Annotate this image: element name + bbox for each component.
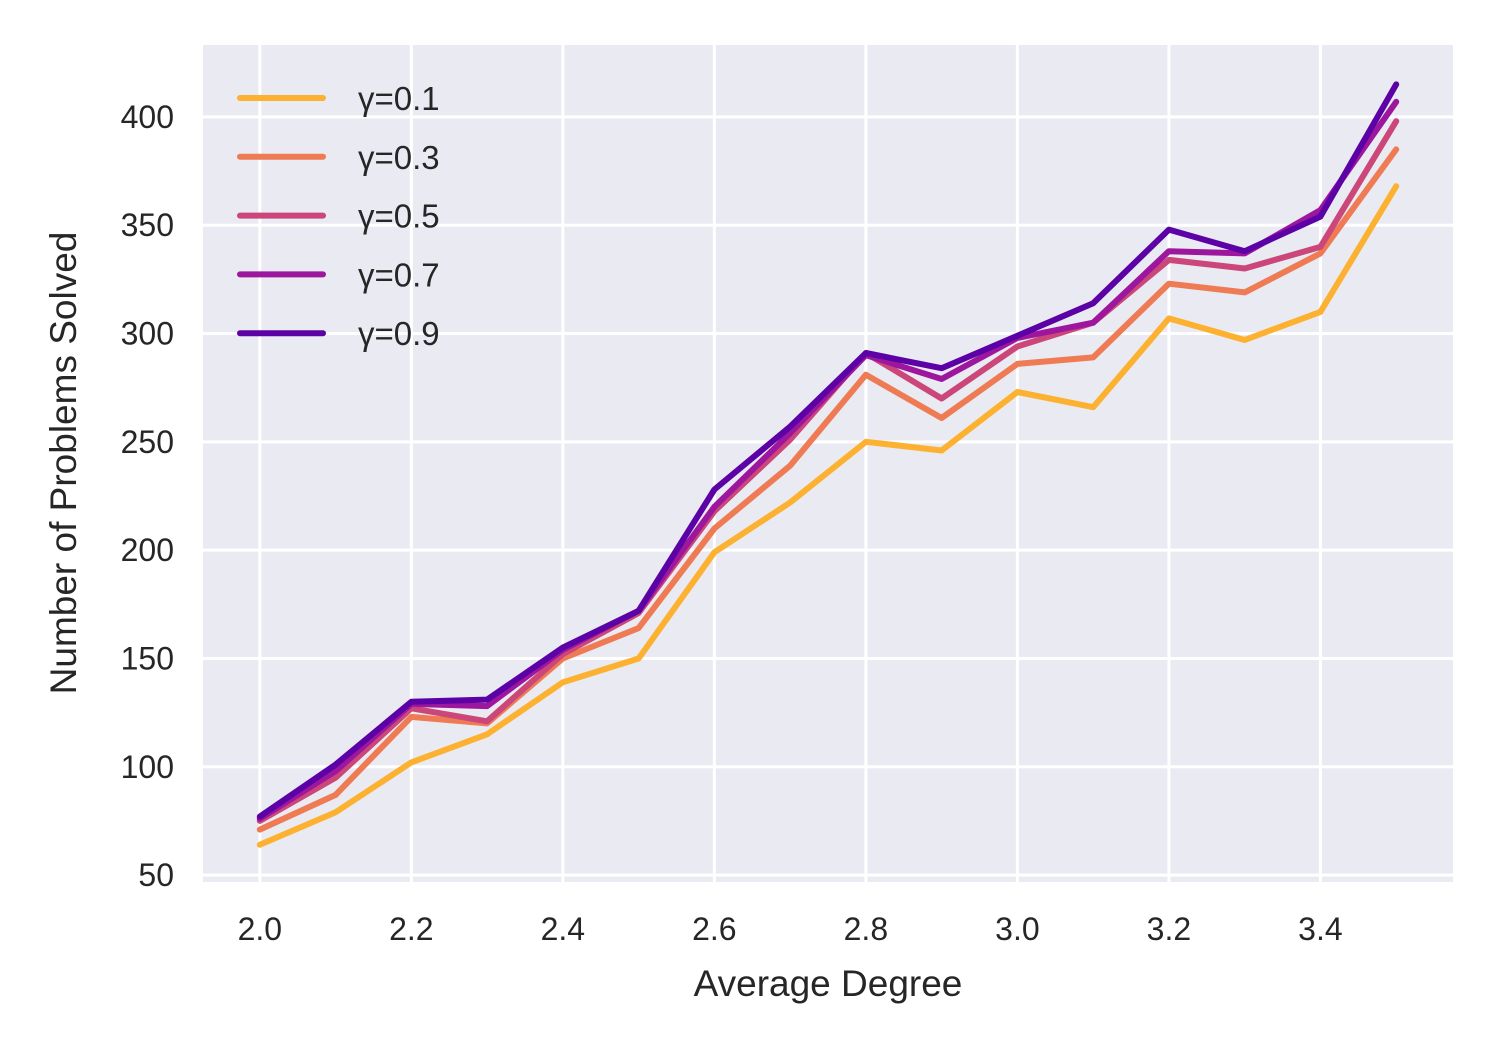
series-line-3 bbox=[256, 98, 1400, 822]
legend: γ=0.1 γ=0.3 γ=0.5 γ=0.7 γ=0.9 bbox=[237, 80, 440, 352]
y-tick-label: 400 bbox=[121, 99, 174, 135]
y-tick-label: 300 bbox=[121, 316, 174, 352]
y-tick-label: 350 bbox=[121, 207, 174, 243]
y-tick-label: 200 bbox=[121, 532, 174, 568]
x-tick-label: 2.6 bbox=[692, 911, 736, 947]
y-tick-label: 50 bbox=[138, 857, 174, 893]
series-lines bbox=[256, 81, 1400, 848]
x-tick-label: 2.4 bbox=[541, 911, 585, 947]
series-line-4 bbox=[256, 81, 1400, 820]
x-tick-label: 2.0 bbox=[238, 911, 282, 947]
legend-label: γ=0.5 bbox=[358, 198, 440, 235]
y-axis-ticks: 50 100 150 200 250 300 350 400 bbox=[121, 99, 174, 893]
legend-label: γ=0.7 bbox=[358, 256, 440, 293]
y-axis-label: Number of Problems Solved bbox=[43, 232, 84, 695]
x-tick-label: 3.2 bbox=[1147, 911, 1191, 947]
legend-label: γ=0.9 bbox=[358, 315, 440, 352]
y-tick-label: 150 bbox=[121, 640, 174, 676]
x-tick-label: 3.4 bbox=[1298, 911, 1342, 947]
y-tick-label: 100 bbox=[121, 749, 174, 785]
series-line-0 bbox=[256, 183, 1400, 848]
x-axis-ticks: 2.0 2.2 2.4 2.6 2.8 3.0 3.2 3.4 bbox=[238, 911, 1343, 947]
grid bbox=[203, 45, 1453, 882]
legend-label: γ=0.1 bbox=[358, 80, 440, 117]
x-tick-label: 2.2 bbox=[389, 911, 433, 947]
y-tick-label: 250 bbox=[121, 424, 174, 460]
x-tick-label: 2.8 bbox=[844, 911, 888, 947]
x-tick-label: 3.0 bbox=[995, 911, 1039, 947]
legend-label: γ=0.3 bbox=[358, 139, 440, 176]
x-axis-label: Average Degree bbox=[694, 963, 963, 1004]
series-line-1 bbox=[256, 146, 1400, 833]
